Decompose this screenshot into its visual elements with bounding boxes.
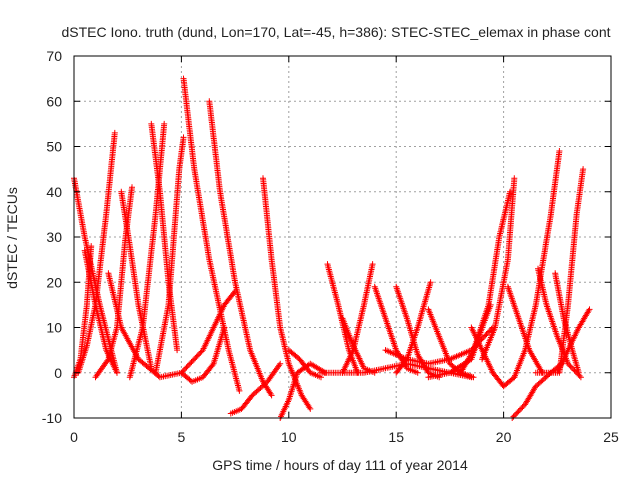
series-markers <box>479 175 518 363</box>
series-s24 <box>393 279 434 376</box>
series-s35 <box>552 270 582 376</box>
series-markers <box>206 98 275 399</box>
data-points <box>71 75 593 421</box>
y-tick-label: 20 <box>46 274 62 290</box>
series-markers <box>260 175 314 412</box>
x-tick-label: 5 <box>178 429 186 445</box>
series-s17 <box>285 347 324 381</box>
series-s21 <box>339 261 376 376</box>
x-tick-label: 15 <box>388 429 404 445</box>
series-s28 <box>468 324 518 390</box>
series-markers <box>393 279 434 376</box>
ticks <box>73 55 612 419</box>
series-markers <box>148 120 181 354</box>
y-tick-labels: -10 0 10 20 30 40 50 60 70 <box>42 48 62 426</box>
series-s8 <box>148 120 181 354</box>
x-tick-label: 0 <box>70 429 78 445</box>
y-tick-label: 70 <box>46 48 62 64</box>
series-markers <box>324 261 361 376</box>
x-tick-label: 20 <box>496 429 512 445</box>
y-tick-label: 40 <box>46 184 62 200</box>
y-tick-label: 60 <box>46 93 62 109</box>
series-markers <box>227 360 284 417</box>
y-axis-label: dSTEC / TECUs <box>4 187 20 289</box>
series-markers <box>552 270 582 376</box>
series-s29 <box>457 188 513 376</box>
y-tick-label: 10 <box>46 320 62 336</box>
x-tick-labels: 0 5 10 15 20 25 <box>70 429 619 445</box>
series-s15 <box>260 175 314 412</box>
y-tick-label: 50 <box>46 139 62 155</box>
series-markers <box>285 347 324 381</box>
y-tick-label: 30 <box>46 229 62 245</box>
series-markers <box>457 188 513 376</box>
series-s4 <box>81 247 120 376</box>
y-tick-label: 0 <box>54 365 62 381</box>
series-markers <box>105 270 239 381</box>
series-markers <box>468 324 518 390</box>
series-s14 <box>227 360 284 417</box>
series-markers <box>81 247 120 376</box>
grid <box>74 56 611 418</box>
x-tick-label: 10 <box>281 429 297 445</box>
series-s11 <box>206 98 275 399</box>
series-s10 <box>180 75 243 394</box>
series-s30 <box>479 175 518 363</box>
series-markers <box>339 261 376 376</box>
chart-title: dSTEC Iono. truth (dund, Lon=170, Lat=-4… <box>61 24 610 40</box>
x-tick-label: 25 <box>603 429 619 445</box>
y-tick-label: -10 <box>42 410 62 426</box>
series-s13 <box>105 270 239 381</box>
series-markers <box>180 75 243 394</box>
series-s37 <box>532 306 593 376</box>
series-s18 <box>324 261 361 376</box>
series-markers <box>532 306 593 376</box>
x-axis-label: GPS time / hours of day 111 of year 2014 <box>212 457 468 473</box>
